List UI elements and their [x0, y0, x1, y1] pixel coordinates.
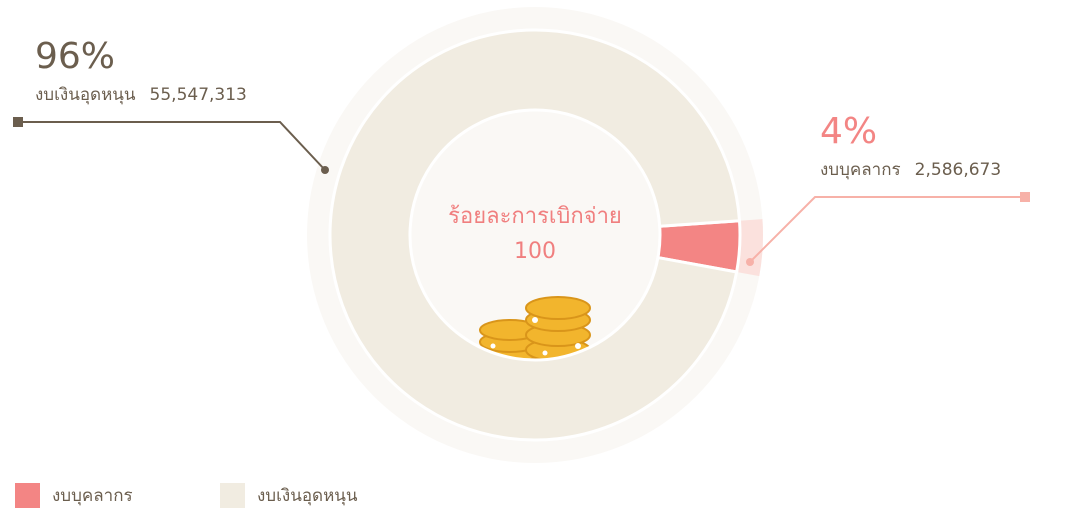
center-value: 100: [514, 239, 556, 264]
callout-dot: [321, 166, 329, 174]
category-label: งบบุคลากร: [820, 160, 901, 180]
callout-line: [749, 196, 1025, 263]
amount-label: 2,586,673: [915, 160, 1002, 180]
percent-label: 96%: [35, 36, 115, 77]
callout-dot: [746, 258, 754, 266]
segment-highlight: [736, 219, 763, 277]
legend-swatch: [220, 483, 245, 508]
donut-segment: [328, 28, 742, 442]
percent-label: 4%: [820, 111, 877, 152]
callout-end: [13, 117, 23, 127]
amount-label: 55,547,313: [150, 85, 247, 105]
center-label: ร้อยละการเบิกจ่าย: [448, 204, 622, 229]
category-label: งบเงินอุดหนุน: [35, 85, 136, 105]
callout-line: [18, 121, 326, 171]
legend-swatch: [15, 483, 40, 508]
legend-label: งบบุคลากร: [52, 486, 133, 506]
callout-end: [1020, 192, 1030, 202]
legend-label: งบเงินอุดหนุน: [257, 486, 358, 506]
